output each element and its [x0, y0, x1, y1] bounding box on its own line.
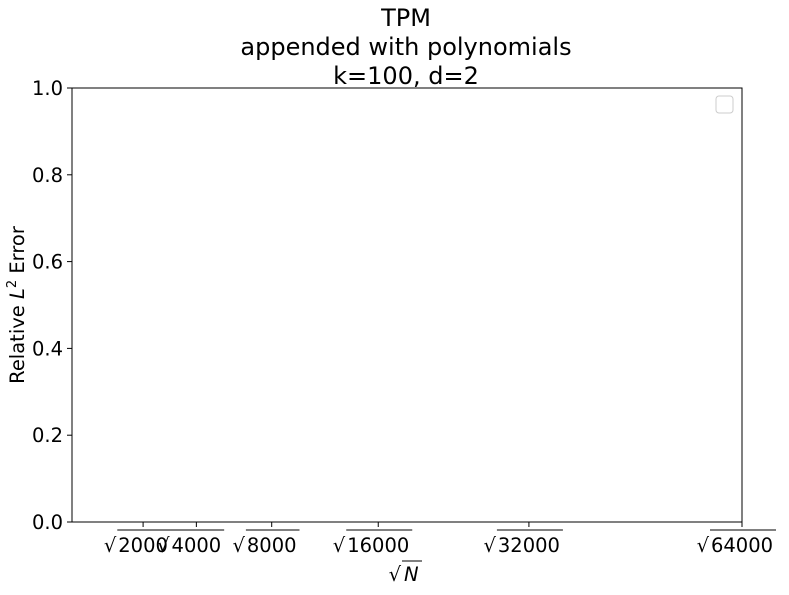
y-axis-label-part: Relative: [6, 299, 29, 384]
chart-title-line: TPM: [380, 4, 431, 32]
x-tick-label: 32000√: [483, 529, 563, 557]
y-axis-ticks: 0.0 0.2 0.4 0.6 0.8 1.0: [32, 77, 72, 534]
x-axis-ticks: 2000√ 4000√ 8000√ 16000√ 32000√ 64000√: [104, 522, 776, 557]
x-tick-label-number: 2000: [118, 534, 168, 557]
y-tick-label: 0.0: [32, 511, 63, 534]
x-tick-label: 4000√: [157, 529, 225, 557]
x-tick-label-number: 8000: [247, 534, 297, 557]
x-tick-radical: √: [483, 534, 496, 557]
x-tick-label-number: 32000: [498, 534, 560, 557]
plot-frame: [71, 87, 743, 523]
x-tick-label-number: 64000: [711, 534, 773, 557]
y-tick-label: 0.2: [32, 424, 63, 447]
x-axis-label: √ N: [389, 560, 422, 586]
legend-box: [715, 95, 734, 114]
chart-title-line: k=100, d=2: [333, 62, 479, 90]
x-tick-label: 8000√: [232, 529, 300, 557]
x-tick-radical: √: [104, 534, 117, 557]
x-tick-radical: √: [157, 534, 170, 557]
chart-title-line: appended with polynomials: [240, 33, 571, 61]
x-axis-label-radical: √: [389, 563, 402, 586]
y-axis-label: Relative L2 Error: [5, 225, 29, 384]
y-axis-label-part: 2: [5, 280, 20, 288]
y-axis-label-part: Error: [6, 225, 29, 280]
y-tick-label: 0.6: [32, 251, 63, 274]
x-axis-label-text: N: [404, 563, 419, 586]
x-tick-label-number: 4000: [172, 534, 222, 557]
y-tick-label: 1.0: [32, 77, 63, 100]
y-axis-label-part: L: [6, 288, 29, 299]
x-tick-radical: √: [333, 534, 346, 557]
y-tick-label: 0.4: [32, 337, 63, 360]
x-tick-radical: √: [697, 534, 710, 557]
x-tick-label: 2000√: [104, 529, 171, 557]
y-tick-label: 0.8: [32, 164, 63, 187]
x-tick-label-number: 16000: [347, 534, 409, 557]
x-tick-label: 64000√: [697, 529, 776, 557]
x-tick-label: 16000√: [333, 529, 413, 557]
x-tick-radical: √: [232, 534, 245, 557]
